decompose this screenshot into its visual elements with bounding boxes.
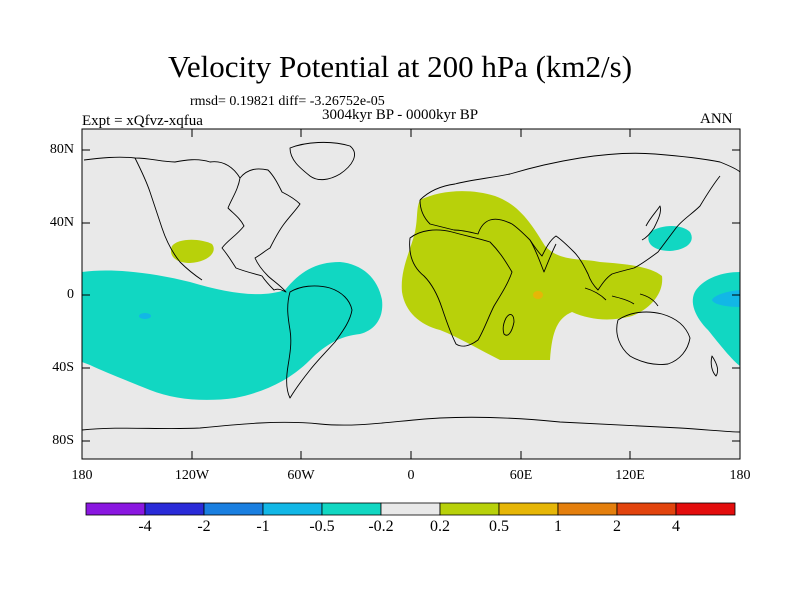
colorbar-box <box>675 502 736 516</box>
colorbar-box <box>380 502 441 516</box>
colorbar-box <box>321 502 382 516</box>
coast-australia <box>616 311 691 365</box>
coast-south-america <box>286 285 353 399</box>
coast-antarctica <box>82 416 740 433</box>
lon-label-60e: 60E <box>509 468 533 483</box>
coast-india <box>529 239 557 273</box>
lon-label-120e: 120E <box>615 468 645 483</box>
coast-eurasia <box>419 152 740 291</box>
pos-anomaly-natlantic <box>170 239 214 263</box>
colorbar-label: 0.5 <box>489 518 509 535</box>
colorbar-box <box>85 502 146 516</box>
colorbar-box <box>144 502 205 516</box>
coast-indonesia <box>584 287 659 307</box>
lat-label-40s: 40S <box>52 360 74 375</box>
coast-africa <box>409 229 513 347</box>
colorbar-box <box>498 502 559 516</box>
experiment-text: Expt = xQfvz-xqfua <box>82 113 203 129</box>
colorbar-box <box>616 502 677 516</box>
season-text: ANN <box>700 111 733 127</box>
lat-label-eq: 0 <box>67 287 74 302</box>
coast-north-america <box>83 156 301 293</box>
colorbar-label: -4 <box>138 518 152 535</box>
lon-label-180e: 180 <box>729 468 751 483</box>
neg-anomaly-dateline-core <box>712 290 740 307</box>
lon-label-60w: 60W <box>287 468 315 483</box>
coastlines <box>82 141 740 433</box>
lat-ticks <box>82 149 740 442</box>
shaded-anomalies <box>82 191 740 400</box>
colorbar-box <box>439 502 500 516</box>
colorbar-box <box>203 502 264 516</box>
colorbar-box <box>262 502 323 516</box>
colorbar-label: -2 <box>197 518 211 535</box>
colorbar-label: 0.2 <box>430 518 450 535</box>
pos-anomaly-indian-core <box>533 291 543 299</box>
coast-japan <box>641 205 661 241</box>
colorbar-box <box>557 502 618 516</box>
period-text: 3004kyr BP - 0000kyr BP <box>322 107 479 123</box>
lon-label-180w: 180 <box>71 468 93 483</box>
lon-ticks <box>81 129 741 459</box>
stats-text: rmsd= 0.19821 diff= -3.26752e-05 <box>190 94 385 109</box>
colorbar <box>85 502 736 516</box>
neg-anomaly-pacific-samerica <box>82 262 383 400</box>
neg-anomaly-pacific-core <box>139 313 151 319</box>
coast-greenland <box>289 141 355 181</box>
pos-anomaly-africa-eurasia <box>401 191 663 360</box>
coast-madagascar <box>502 314 515 336</box>
lat-label-80n: 80N <box>49 142 74 157</box>
lon-label-120w: 120W <box>174 468 210 483</box>
colorbar-label: -1 <box>256 518 270 535</box>
neg-anomaly-npacific <box>648 226 692 251</box>
colorbar-label: 2 <box>613 518 621 535</box>
lat-label-40n: 40N <box>49 215 74 230</box>
colorbar-label: -0.5 <box>309 518 335 535</box>
colorbar-label: 1 <box>554 518 562 535</box>
plot-title: Velocity Potential at 200 hPa (km2/s) <box>167 49 633 84</box>
coast-new-zealand <box>710 355 719 377</box>
colorbar-label: 4 <box>672 518 680 535</box>
lon-label-0: 0 <box>407 468 415 483</box>
coast-north-america-west <box>134 157 203 281</box>
colorbar-label: -0.2 <box>368 518 394 535</box>
lat-label-80s: 80S <box>52 433 74 448</box>
